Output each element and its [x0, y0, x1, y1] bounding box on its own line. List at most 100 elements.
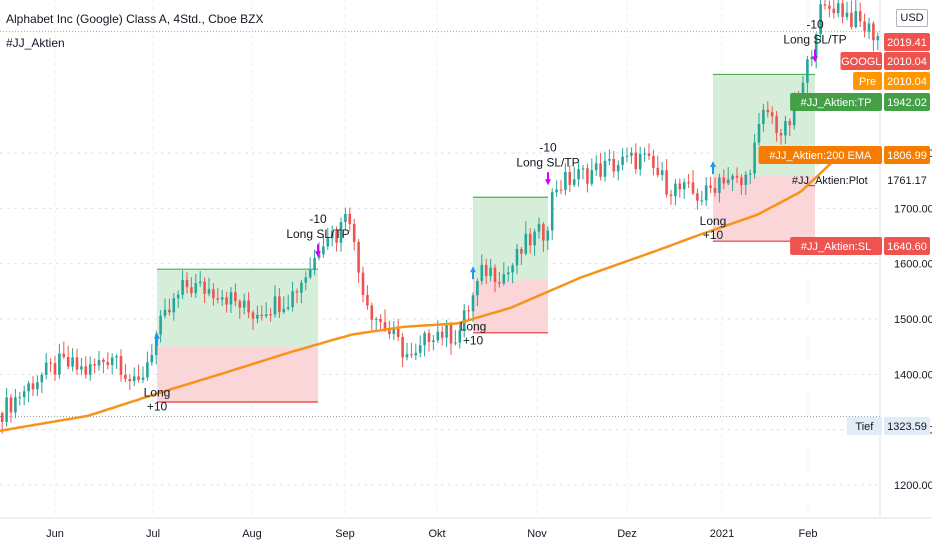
candle-body: [383, 322, 387, 331]
candle-body: [718, 177, 721, 193]
candle-body: [449, 323, 453, 344]
candle-body: [484, 264, 488, 277]
exit-arrow: [315, 244, 321, 258]
exit-arrow: [812, 49, 818, 63]
candle-body: [814, 34, 818, 57]
candle-body: [467, 310, 470, 312]
candle-body: [687, 182, 690, 184]
candle-body: [282, 308, 286, 313]
candle-body: [251, 312, 255, 319]
candle-body: [770, 112, 774, 117]
tp-prefix: #JJ_Aktien:TP: [801, 97, 872, 109]
candle-body: [528, 233, 532, 246]
sl-zone: [157, 346, 318, 402]
y-tick-label: 1500.00: [894, 314, 932, 326]
candle-body: [621, 156, 624, 165]
candle-body: [264, 314, 268, 317]
candle-body: [106, 362, 110, 366]
candle-body: [665, 170, 668, 195]
entry-qty: +10: [703, 228, 724, 242]
x-tick-label: Sep: [335, 528, 355, 540]
candle-body: [348, 213, 352, 224]
candle-body: [5, 397, 8, 423]
candle-body: [102, 359, 105, 363]
tp-value: 1942.02: [887, 97, 927, 109]
candle-body: [806, 59, 809, 83]
googl-value-box: [884, 52, 930, 70]
candle-body: [366, 294, 369, 306]
y-tick-label: 1200.00: [894, 480, 932, 492]
candle-body: [704, 185, 708, 201]
entry-label: Long: [460, 319, 487, 333]
candle-body: [308, 269, 312, 278]
candle-body: [722, 177, 726, 184]
sl-value-box: [884, 237, 930, 255]
candle-body: [374, 318, 378, 320]
entry-label: Long: [700, 214, 727, 228]
candle-body: [480, 264, 484, 281]
ema-prefix: #JJ_Aktien:200 EMA: [769, 150, 872, 162]
candle-body: [731, 175, 734, 180]
pre-prefix-box: [853, 72, 882, 90]
candle-body: [511, 265, 514, 273]
candle-body: [212, 289, 215, 299]
plot-prefix: #JJ_Aktien:Plot: [792, 175, 868, 187]
entry-label: Long: [144, 386, 171, 400]
candle-body: [766, 109, 770, 113]
candle-body: [638, 154, 642, 170]
candle-body: [647, 153, 651, 156]
exit-qty: -10: [309, 212, 327, 226]
candle-body: [498, 281, 501, 284]
indicator-name[interactable]: #JJ_Aktien: [6, 36, 65, 50]
candle-body: [520, 248, 523, 254]
candle-body: [18, 397, 22, 399]
entry-qty: +10: [147, 400, 168, 414]
candle-body: [432, 340, 435, 343]
exit-label: Long SL/TP: [516, 155, 579, 169]
candle-body: [313, 257, 316, 270]
candle-body: [564, 171, 567, 190]
pre-prefix: Pre: [859, 76, 876, 88]
candle-body: [643, 153, 646, 155]
candle-body: [854, 11, 858, 28]
candle-body: [80, 366, 83, 370]
candle-body: [682, 182, 686, 190]
candle-body: [524, 233, 528, 254]
candle-body: [22, 391, 26, 398]
candle-body: [740, 177, 743, 186]
googl-prefix: GOOGL: [841, 56, 881, 68]
candle-body: [423, 333, 426, 346]
candle-body: [841, 3, 844, 17]
candle-body: [559, 189, 563, 191]
tp-zone: [157, 269, 318, 347]
candle-body: [260, 314, 264, 317]
candle-body: [674, 183, 677, 197]
candle-body: [220, 297, 224, 300]
tp-zone: [473, 197, 548, 281]
candle-body: [506, 272, 510, 275]
candle-body: [132, 376, 136, 382]
candle-body: [546, 230, 550, 241]
x-tick-label: Aug: [242, 528, 262, 540]
currency-button[interactable]: USD: [896, 9, 928, 27]
candle-body: [775, 116, 778, 134]
candle-body: [247, 300, 250, 313]
candle-body: [744, 174, 748, 186]
candle-body: [370, 305, 374, 320]
candle-body: [867, 23, 871, 32]
candle-body: [586, 168, 589, 184]
candle-body: [115, 356, 118, 358]
candle-body: [317, 254, 321, 258]
candle-body: [414, 352, 418, 356]
candles: [0, 0, 880, 434]
candle-body: [238, 301, 242, 308]
candle-body: [630, 152, 633, 156]
candle-body: [181, 279, 184, 295]
candle-body: [696, 193, 699, 201]
candle-body: [845, 12, 849, 17]
candle-body: [379, 318, 382, 323]
candle-body: [493, 267, 497, 282]
entry-qty: +10: [463, 333, 484, 347]
candle-body: [850, 12, 853, 28]
